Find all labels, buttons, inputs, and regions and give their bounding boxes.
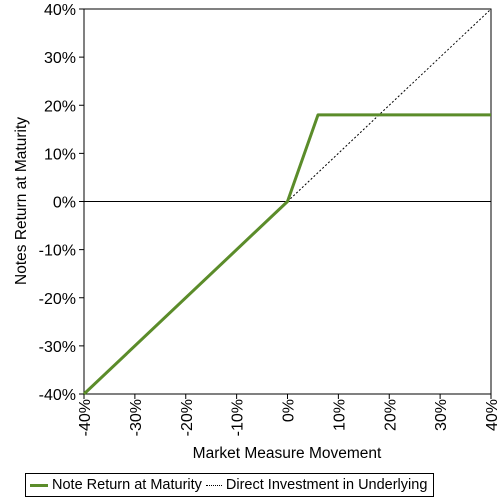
- y-tick-label: 10%: [44, 146, 76, 163]
- legend: Note Return at Maturity Direct Investmen…: [25, 473, 435, 497]
- y-tick-label: 0%: [53, 195, 76, 212]
- y-tick-label: 40%: [44, 2, 76, 19]
- y-axis-title: Notes Return at Maturity: [13, 117, 30, 285]
- legend-swatch-dotted: [205, 484, 222, 486]
- x-axis-title: Market Measure Movement: [193, 445, 382, 462]
- y-tick-label: -30%: [39, 339, 76, 356]
- legend-swatch-solid: [30, 483, 48, 487]
- y-tick-label: 20%: [44, 98, 76, 115]
- x-tick-label: 0%: [281, 399, 298, 422]
- x-tick-label: 30%: [433, 399, 450, 431]
- y-axis: -40% -30% -20% -10% 0% 10% 20% 30% 40%: [39, 2, 84, 404]
- y-tick-label: -40%: [39, 387, 76, 404]
- y-tick-label: -20%: [39, 291, 76, 308]
- x-tick-label: -10%: [230, 399, 247, 436]
- x-tick-label: 10%: [331, 399, 348, 431]
- legend-label: Note Return at Maturity: [52, 477, 202, 493]
- y-tick-label: 30%: [44, 50, 76, 67]
- x-tick-label: -40%: [77, 399, 94, 436]
- legend-item-direct-investment: Direct Investment in Underlying: [202, 477, 427, 493]
- x-tick-label: 40%: [484, 399, 500, 431]
- x-tick-label: -30%: [128, 399, 145, 436]
- series-line-direct-investment: [287, 8, 492, 202]
- legend-label: Direct Investment in Underlying: [225, 477, 428, 493]
- x-axis: -40% -30% -20% -10% 0% 10% 20% 30% 40%: [77, 394, 500, 436]
- x-tick-label: -20%: [179, 399, 196, 436]
- x-tick-label: 20%: [382, 399, 399, 431]
- legend-item-note-return: Note Return at Maturity: [30, 477, 202, 493]
- y-tick-label: -10%: [39, 243, 76, 260]
- series-line-note-return: [82, 113, 491, 396]
- series-layer: [82, 8, 492, 396]
